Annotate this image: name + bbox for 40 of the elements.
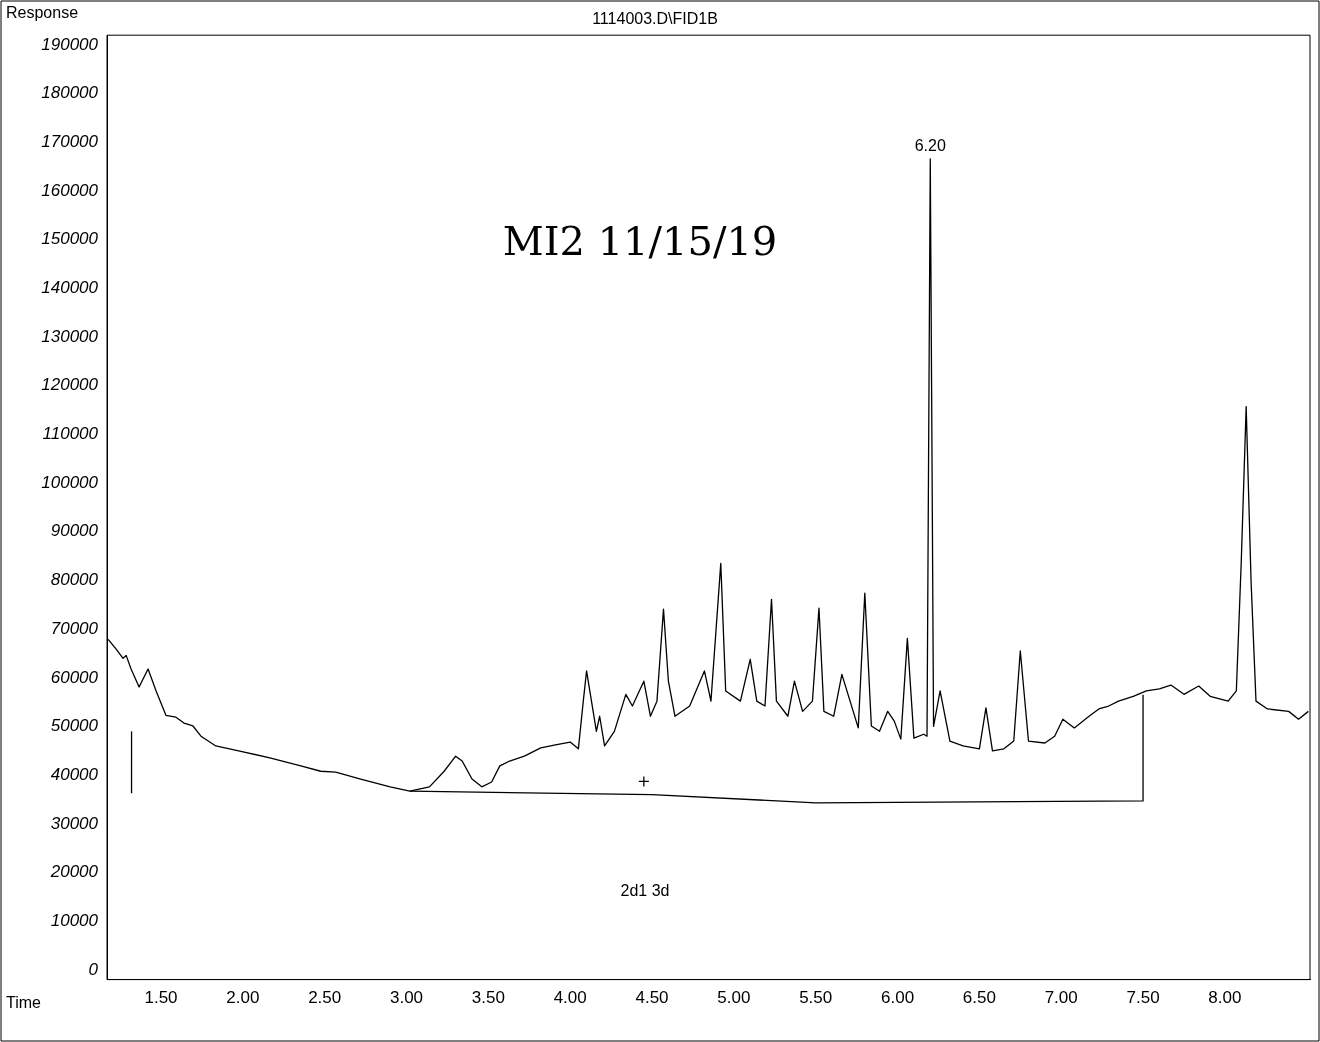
y-tick-label: 160000 bbox=[41, 180, 99, 200]
y-tick-label: 50000 bbox=[50, 716, 99, 736]
annotation: 6.20 bbox=[914, 137, 946, 155]
y-tick-label: 190000 bbox=[41, 34, 99, 54]
y-tick-label: 90000 bbox=[50, 521, 99, 541]
x-tick-label: 4.50 bbox=[635, 988, 669, 1008]
x-tick-label: 3.00 bbox=[389, 988, 424, 1008]
y-tick-label: 180000 bbox=[41, 83, 99, 103]
y-tick-label: 40000 bbox=[50, 764, 99, 784]
x-tick-label: 2.50 bbox=[308, 988, 342, 1008]
x-tick-label: 1.50 bbox=[144, 988, 178, 1008]
y-tick-label: 170000 bbox=[41, 132, 99, 152]
y-tick-label: 100000 bbox=[41, 472, 99, 492]
x-tick-label: 5.00 bbox=[717, 988, 751, 1008]
x-tick-label: 4.00 bbox=[553, 988, 587, 1008]
annotation: MI2 11/15/19 bbox=[502, 218, 778, 265]
y-tick-label: 30000 bbox=[50, 813, 99, 833]
x-tick-label: 8.00 bbox=[1208, 988, 1242, 1008]
x-tick-label: 7.50 bbox=[1126, 988, 1160, 1008]
chart-title: 1114003.D\FID1B bbox=[592, 10, 718, 28]
y-tick-label: 80000 bbox=[50, 570, 99, 590]
y-tick-label: 140000 bbox=[41, 278, 99, 298]
x-axis-title: Time bbox=[6, 994, 42, 1011]
y-tick-label: 150000 bbox=[41, 229, 99, 249]
y-axis-title: Response bbox=[6, 4, 79, 22]
y-tick-label: 70000 bbox=[50, 618, 99, 638]
x-tick-label: 6.00 bbox=[881, 988, 915, 1008]
y-tick-label: 0 bbox=[88, 959, 99, 979]
y-tick-label: 20000 bbox=[49, 862, 99, 882]
y-tick-label: 10000 bbox=[50, 910, 99, 930]
y-tick-label: 60000 bbox=[50, 667, 99, 687]
x-tick-label: 2.00 bbox=[226, 988, 260, 1008]
y-tick-label: 130000 bbox=[41, 326, 99, 346]
y-tick-label: 110000 bbox=[42, 424, 99, 444]
annotation: 2d1 3d bbox=[620, 882, 670, 900]
x-tick-label: 6.50 bbox=[962, 988, 996, 1008]
x-tick-label: 3.50 bbox=[471, 988, 505, 1008]
x-tick-label: 7.00 bbox=[1044, 988, 1078, 1008]
x-tick-label: 5.50 bbox=[799, 988, 833, 1008]
y-tick-label: 120000 bbox=[41, 375, 99, 395]
